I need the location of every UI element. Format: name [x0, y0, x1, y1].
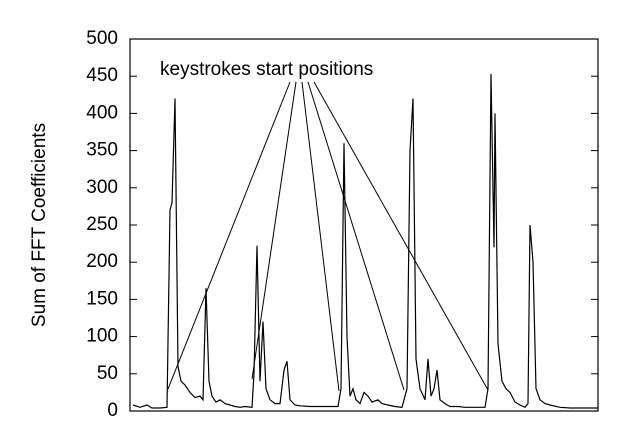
data-line — [132, 73, 598, 409]
annotation-arrows — [167, 81, 489, 392]
y-tick-label: 250 — [86, 214, 118, 235]
y-tick-label: 50 — [97, 363, 118, 384]
y-tick-label: 500 — [86, 28, 118, 49]
annotation: keystrokes start positions — [160, 59, 373, 80]
y-tick-label: 0 — [107, 400, 118, 421]
plot-frame — [129, 38, 599, 412]
y-tick-label: 100 — [86, 326, 118, 347]
y-tick-label: 150 — [86, 288, 118, 309]
y-tick-label: 350 — [86, 140, 118, 161]
y-tick-label: 450 — [86, 65, 118, 86]
y-axis-label: Sum of FFT Coefficients — [29, 123, 50, 327]
y-tick-label: 200 — [86, 251, 118, 272]
y-tick-label: 300 — [86, 177, 118, 198]
y-tick-label: 400 — [86, 102, 118, 123]
